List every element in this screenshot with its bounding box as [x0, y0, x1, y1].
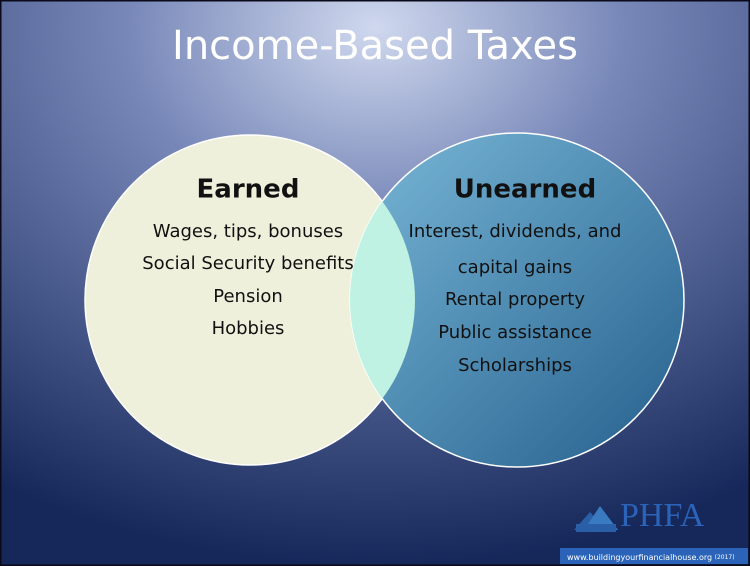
circle-heading: Unearned: [454, 175, 596, 205]
circle-item: Social Security benefits: [142, 253, 353, 274]
url-text: www.buildingyourfinancialhouse.org: [567, 553, 712, 562]
circle-item: Interest, dividends, and: [409, 221, 622, 242]
logo: PHFA www.buildingyourfinancialhouse.org …: [560, 497, 748, 564]
venn-texts: Earned Wages, tips, bonuses Social Securit…: [142, 175, 621, 377]
circle-item: Hobbies: [212, 318, 285, 339]
url: www.buildingyourfinancialhouse.org (2017…: [567, 553, 735, 562]
circle-item: Wages, tips, bonuses: [153, 221, 343, 242]
title: Income-Based Taxes: [172, 23, 578, 69]
circle-item: capital gains: [458, 257, 572, 278]
circle-heading: Earned: [197, 175, 300, 205]
circle-item: Pension: [213, 286, 283, 307]
circle-item: Scholarships: [458, 355, 572, 376]
circle-item: Public assistance: [438, 322, 592, 343]
year: (2017): [715, 554, 735, 561]
logo-text: PHFA: [620, 497, 705, 534]
circle-item: Rental property: [445, 289, 585, 310]
